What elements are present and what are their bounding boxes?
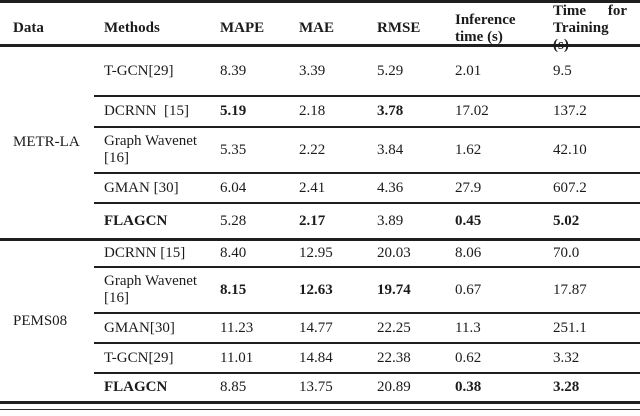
- value-cell: 22.38: [377, 349, 411, 366]
- value-cell: 20.89: [377, 379, 411, 395]
- value-cell: 3.28: [553, 379, 580, 395]
- value-cell: 607.2: [553, 179, 587, 196]
- value-cell: 8.39: [220, 62, 247, 79]
- value-cell: 8.06: [455, 245, 482, 261]
- value-cell: 11.3: [455, 319, 481, 336]
- method-cell: GMAN [30]: [104, 179, 179, 196]
- value-cell: 5.35: [220, 141, 247, 158]
- column-header-rmse: RMSE: [377, 20, 421, 36]
- value-cell: 12.95: [299, 245, 333, 261]
- value-cell: 19.74: [377, 281, 411, 298]
- value-cell: 13.75: [299, 379, 333, 395]
- value-cell: 9.5: [553, 62, 572, 79]
- value-cell: 12.63: [299, 281, 333, 298]
- column-header-inference-time: Inference time (s): [455, 12, 553, 46]
- bottom-rule-thick: [0, 401, 640, 404]
- dataset-label: PEMS08: [13, 312, 68, 329]
- value-cell: 2.41: [299, 179, 326, 196]
- column-header-training-time-text: Time for Training (s): [553, 3, 627, 53]
- method-cell: T-GCN[29]: [104, 62, 174, 79]
- column-header-data: Data: [13, 20, 44, 36]
- value-cell: 22.25: [377, 319, 411, 336]
- table-header-row: Data Methods MAPE MAE RMSE Inference tim…: [0, 3, 640, 53]
- value-cell: 8.40: [220, 245, 247, 261]
- value-cell: 3.78: [377, 103, 404, 119]
- value-cell: 11.23: [220, 319, 254, 336]
- method-cell: DCRNN [15]: [104, 245, 186, 261]
- table-row: DCRNN [15] 5.19 2.18 3.78 17.02 137.2: [94, 95, 640, 126]
- table-row: T-GCN[29] 11.01 14.84 22.38 0.62 3.32: [94, 342, 640, 372]
- table-body: METR-LA T-GCN[29] 8.39 3.39 5.29 2.01 9.5 DCRNN…: [0, 47, 640, 401]
- value-cell: 11.01: [220, 349, 254, 366]
- dataset-label: METR-LA: [13, 134, 80, 150]
- method-cell: GMAN[30]: [104, 319, 175, 336]
- method-rows: DCRNN [15] 8.40 12.95 20.03 8.06 70.0 Graph Wa…: [94, 241, 640, 401]
- value-cell: 137.2: [553, 103, 587, 119]
- value-cell: 42.10: [553, 141, 587, 158]
- value-cell: 14.84: [299, 349, 333, 366]
- table-row: FLAGCN 8.85 13.75 20.89 0.38 3.28: [94, 372, 640, 401]
- value-cell: 27.9: [455, 179, 482, 196]
- method-cell: T-GCN[29]: [104, 349, 174, 366]
- value-cell: 2.01: [455, 62, 482, 79]
- method-rows: T-GCN[29] 8.39 3.39 5.29 2.01 9.5 DCRNN [15] 5.…: [94, 47, 640, 238]
- bottom-rule-thin: [0, 409, 640, 410]
- value-cell: 8.85: [220, 379, 247, 395]
- table-row: Graph Wavenet [16] 5.35 2.22 3.84 1.62 42.10: [94, 126, 640, 172]
- method-cell: FLAGCN: [104, 212, 168, 229]
- value-cell: 0.67: [455, 281, 482, 298]
- value-cell: 20.03: [377, 245, 411, 261]
- table-row: DCRNN [15] 8.40 12.95 20.03 8.06 70.0: [94, 241, 640, 266]
- value-cell: 2.17: [299, 212, 326, 229]
- value-cell: 5.29: [377, 62, 404, 79]
- value-cell: 4.36: [377, 179, 404, 196]
- value-cell: 1.62: [455, 141, 482, 158]
- column-header-methods: Methods: [104, 20, 160, 36]
- value-cell: 8.15: [220, 281, 247, 298]
- table-row: FLAGCN 5.28 2.17 3.89 0.45 5.02: [94, 202, 640, 238]
- value-cell: 5.28: [220, 212, 247, 229]
- dataset-section: METR-LA T-GCN[29] 8.39 3.39 5.29 2.01 9.5 DCRNN…: [0, 47, 640, 238]
- column-header-inference-time-text: Inference time (s): [455, 11, 516, 45]
- table-row: GMAN [30] 6.04 2.41 4.36 27.9 607.2: [94, 172, 640, 202]
- value-cell: 2.22: [299, 141, 326, 158]
- dataset-section: PEMS08 DCRNN [15] 8.40 12.95 20.03 8.06 70.0 Gr…: [0, 238, 640, 401]
- value-cell: 5.19: [220, 103, 247, 119]
- value-cell: 14.77: [299, 319, 333, 336]
- value-cell: 0.45: [455, 212, 482, 229]
- value-cell: 2.18: [299, 103, 326, 119]
- method-cell: DCRNN [15]: [104, 103, 189, 119]
- table-row: GMAN[30] 11.23 14.77 22.25 11.3 251.1: [94, 312, 640, 342]
- value-cell: 3.32: [553, 349, 580, 366]
- value-cell: 5.02: [553, 212, 580, 229]
- value-cell: 3.39: [299, 62, 326, 79]
- table-row: Graph Wavenet [16] 8.15 12.63 19.74 0.67 17.8…: [94, 266, 640, 312]
- value-cell: 6.04: [220, 179, 247, 196]
- table-row: T-GCN[29] 8.39 3.39 5.29 2.01 9.5: [94, 47, 640, 95]
- value-cell: 3.89: [377, 212, 404, 229]
- value-cell: 0.38: [455, 379, 482, 395]
- column-header-mae: MAE: [299, 20, 334, 36]
- column-header-mape: MAPE: [220, 20, 265, 36]
- value-cell: 251.1: [553, 319, 587, 336]
- value-cell: 17.02: [455, 103, 489, 119]
- column-header-training-time: Time for Training (s): [553, 3, 640, 54]
- value-cell: 70.0: [553, 245, 580, 261]
- method-cell: FLAGCN: [104, 379, 168, 395]
- method-cell: Graph Wavenet [16]: [104, 133, 201, 166]
- method-cell: Graph Wavenet [16]: [104, 273, 201, 306]
- value-cell: 17.87: [553, 281, 587, 298]
- value-cell: 0.62: [455, 349, 482, 366]
- value-cell: 3.84: [377, 141, 404, 158]
